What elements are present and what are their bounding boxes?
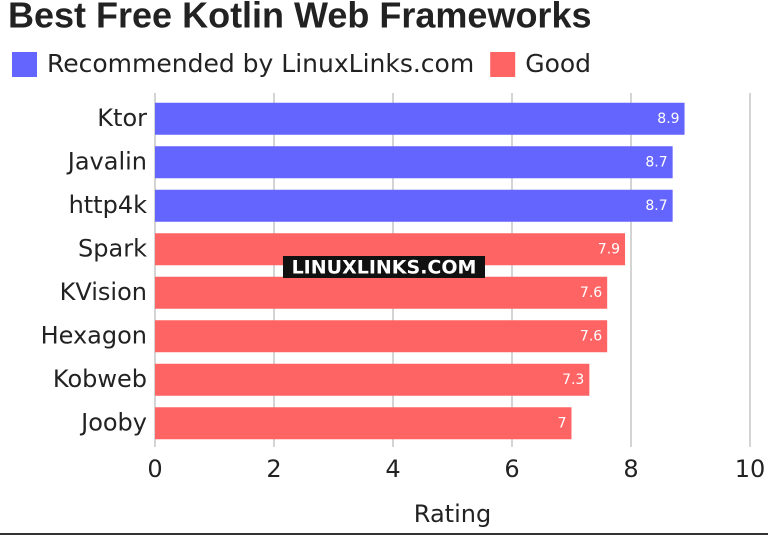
y-tick-label: Jooby — [79, 408, 147, 436]
data-label: 7.6 — [580, 285, 602, 301]
bar — [155, 363, 590, 396]
x-tick-label: 10 — [735, 455, 766, 483]
y-tick-label: Kobweb — [53, 365, 147, 393]
y-tick-label: KVision — [60, 278, 147, 306]
x-tick-label: 0 — [147, 455, 162, 483]
data-label: 7.6 — [580, 328, 602, 344]
x-tick-label: 6 — [504, 455, 519, 483]
x-tick-label: 4 — [385, 455, 400, 483]
y-tick-label: Javalin — [66, 147, 147, 175]
watermark: LINUXLINKS.COM — [292, 257, 477, 279]
bar — [155, 407, 572, 440]
chart-title: Best Free Kotlin Web Frameworks — [8, 0, 592, 36]
data-label: 7 — [558, 415, 567, 431]
y-tick-label: Ktor — [97, 104, 147, 132]
bar — [155, 189, 673, 222]
legend-label: Good — [525, 49, 591, 78]
bar — [155, 276, 608, 309]
data-label: 7.3 — [562, 372, 584, 388]
watermark-bg — [283, 256, 485, 278]
y-tick-label: Spark — [78, 234, 147, 262]
bar — [155, 320, 608, 353]
x-tick-label: 2 — [266, 455, 281, 483]
legend-swatch — [12, 52, 37, 77]
data-label: 8.7 — [645, 154, 667, 170]
data-label: 7.9 — [598, 241, 620, 257]
x-tick-label: 8 — [623, 455, 638, 483]
y-tick-label: http4k — [69, 191, 148, 219]
legend-swatch — [490, 52, 516, 77]
data-label: 8.7 — [645, 198, 667, 214]
x-axis-title: Rating — [414, 500, 491, 528]
bar — [155, 102, 685, 135]
y-tick-label: Hexagon — [41, 321, 147, 349]
data-label: 8.9 — [657, 111, 679, 127]
legend-label: Recommended by LinuxLinks.com — [47, 49, 474, 78]
bar — [155, 146, 673, 179]
